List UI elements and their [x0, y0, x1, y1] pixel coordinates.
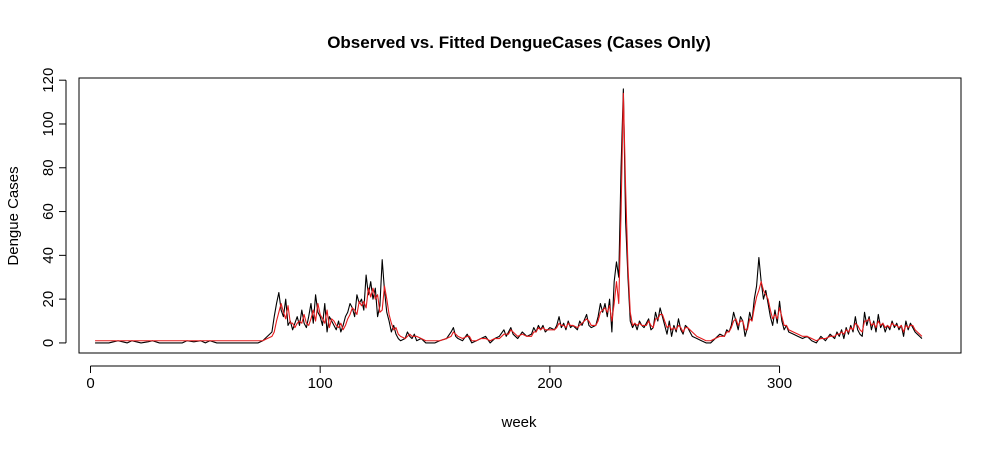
y-tick-label: 80	[40, 159, 57, 176]
series-line-1	[95, 88, 923, 344]
x-tick-label: 100	[308, 375, 333, 392]
y-tick-label: 100	[40, 111, 57, 136]
x-axis-label: week	[500, 414, 537, 431]
y-tick-label: 0	[40, 339, 57, 347]
y-axis-label: Dengue Cases	[5, 166, 22, 265]
x-tick-label: 300	[767, 375, 792, 392]
series-line-2	[95, 92, 923, 342]
chart-title: Observed vs. Fitted DengueCases (Cases O…	[327, 33, 711, 52]
x-tick-label: 0	[86, 375, 94, 392]
y-tick-label: 60	[40, 203, 57, 220]
y-tick-label: 40	[40, 247, 57, 264]
x-tick-label: 200	[537, 375, 562, 392]
y-tick-label: 120	[40, 68, 57, 93]
y-tick-label: 20	[40, 291, 57, 308]
plot-frame	[78, 77, 962, 354]
y-axis: 0 20 40 60 80 100 120	[40, 68, 67, 347]
x-axis: 0 100 200 300	[86, 365, 792, 392]
series-layer	[95, 88, 923, 344]
